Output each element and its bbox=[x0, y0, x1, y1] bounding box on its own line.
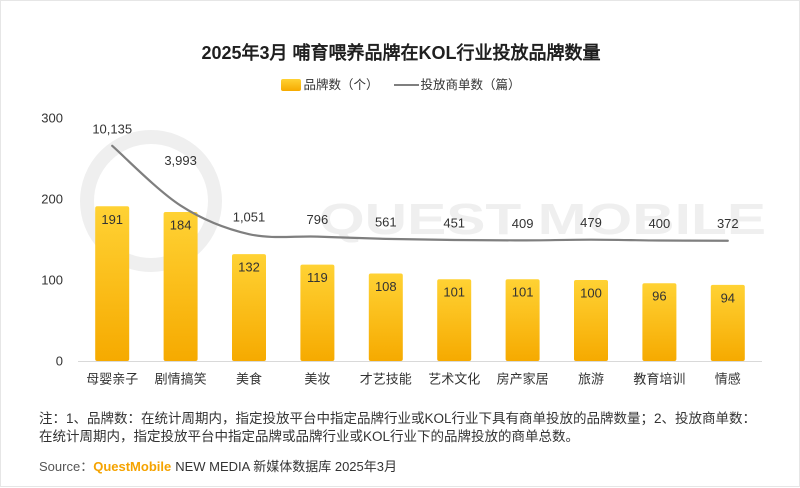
y-tick-label: 100 bbox=[41, 273, 63, 288]
x-axis: 母婴亲子 剧情搞笑 美食 美妆 才艺技能 艺术文化 房产家居 旅游 教育培训 情感 bbox=[86, 372, 741, 387]
line-value-label: 372 bbox=[717, 216, 739, 231]
bar bbox=[574, 280, 608, 361]
chart-title: 2025年3月 哺育喂养品牌在KOL行业投放品牌数量 bbox=[201, 43, 601, 63]
source-line: Source：QuestMobile NEW MEDIA 新媒体数据库 2025年… bbox=[39, 458, 397, 476]
line-value-label: 409 bbox=[512, 216, 534, 231]
legend: 品牌数（个） 投放商单数（篇） bbox=[1, 77, 800, 93]
x-tick-label: 旅游 bbox=[578, 372, 604, 387]
line-value-label: 1,051 bbox=[233, 210, 266, 225]
legend-label: 品牌数（个） bbox=[303, 78, 379, 92]
bar-value-label: 94 bbox=[721, 290, 735, 305]
line-value-label: 796 bbox=[307, 212, 329, 227]
line-value-label: 400 bbox=[649, 216, 671, 231]
legend-item-order-count: 投放商单数（篇） bbox=[393, 77, 521, 93]
x-tick-label: 美食 bbox=[236, 372, 262, 387]
bar bbox=[163, 211, 198, 361]
x-tick-label: 艺术文化 bbox=[428, 372, 480, 387]
bar bbox=[232, 254, 266, 361]
y-axis: 0 100 200 300 bbox=[41, 111, 63, 369]
line-value-label: 451 bbox=[443, 215, 465, 230]
legend-item-brand-count: 品牌数（个） bbox=[281, 77, 379, 93]
line-value-label: 3,993 bbox=[164, 153, 197, 168]
footnote-line: 注：1、品牌数：在统计周期内，指定投放平台中指定品牌行业或KOL行业下具有商单投… bbox=[39, 411, 757, 426]
bar bbox=[300, 264, 335, 361]
series-line bbox=[111, 144, 729, 242]
bar-value-label: 108 bbox=[375, 279, 397, 294]
x-tick-label: 教育培训 bbox=[633, 372, 685, 387]
bar bbox=[368, 273, 403, 361]
bar-value-label: 132 bbox=[238, 260, 260, 275]
watermark-text: QUEST MOBILE bbox=[319, 195, 766, 244]
legend-label: 投放商单数（篇） bbox=[420, 78, 521, 92]
bar bbox=[710, 284, 745, 361]
x-tick-label: 才艺技能 bbox=[360, 372, 412, 387]
bar-value-label: 100 bbox=[580, 286, 602, 301]
source-text: NEW MEDIA 新媒体数据库 2025年3月 bbox=[175, 459, 397, 474]
x-tick-label: 情感 bbox=[715, 372, 741, 387]
legend-line-swatch bbox=[393, 83, 419, 87]
line-value-label: 10,135 bbox=[92, 121, 132, 136]
line-value-label: 479 bbox=[580, 215, 602, 230]
bar-value-label: 184 bbox=[170, 217, 192, 232]
x-tick-label: 美妆 bbox=[304, 372, 330, 387]
bar-value-label: 96 bbox=[652, 289, 666, 304]
bar bbox=[437, 279, 472, 361]
bar-series bbox=[95, 206, 745, 361]
bar-value-label: 101 bbox=[443, 285, 465, 300]
y-tick-label: 0 bbox=[56, 354, 63, 369]
source-brand: QuestMobile bbox=[93, 459, 172, 474]
bar-value-label: 119 bbox=[307, 270, 328, 285]
bar-value-label: 101 bbox=[512, 285, 534, 300]
x-tick-label: 母婴亲子 bbox=[86, 372, 138, 387]
x-tick-label: 剧情搞笑 bbox=[155, 372, 207, 387]
bar-value-labels: 191 184 132 119 108 101 101 100 96 94 bbox=[101, 212, 735, 306]
y-tick-label: 200 bbox=[41, 192, 63, 207]
watermark: QUEST MOBILE bbox=[80, 130, 766, 272]
x-tick-label: 房产家居 bbox=[497, 372, 549, 387]
footnote: 注：1、品牌数：在统计周期内，指定投放平台中指定品牌行业或KOL行业下具有商单投… bbox=[39, 410, 756, 446]
footnote-line: 在统计周期内，指定投放平台中指定品牌或品牌行业或KOL行业下的品牌投放的商单总数… bbox=[39, 429, 580, 444]
bar bbox=[642, 283, 677, 361]
source-prefix: Source： bbox=[39, 459, 94, 474]
line-value-labels: 10,135 3,993 1,051 796 561 451 409 479 400 372 bbox=[92, 121, 738, 231]
legend-bar-swatch bbox=[281, 79, 302, 91]
bar-value-label: 191 bbox=[101, 212, 123, 227]
y-tick-label: 300 bbox=[41, 111, 63, 126]
line-value-label: 561 bbox=[375, 214, 397, 229]
bar bbox=[95, 206, 130, 361]
bar bbox=[505, 279, 540, 361]
watermark-logo-icon bbox=[80, 130, 222, 272]
